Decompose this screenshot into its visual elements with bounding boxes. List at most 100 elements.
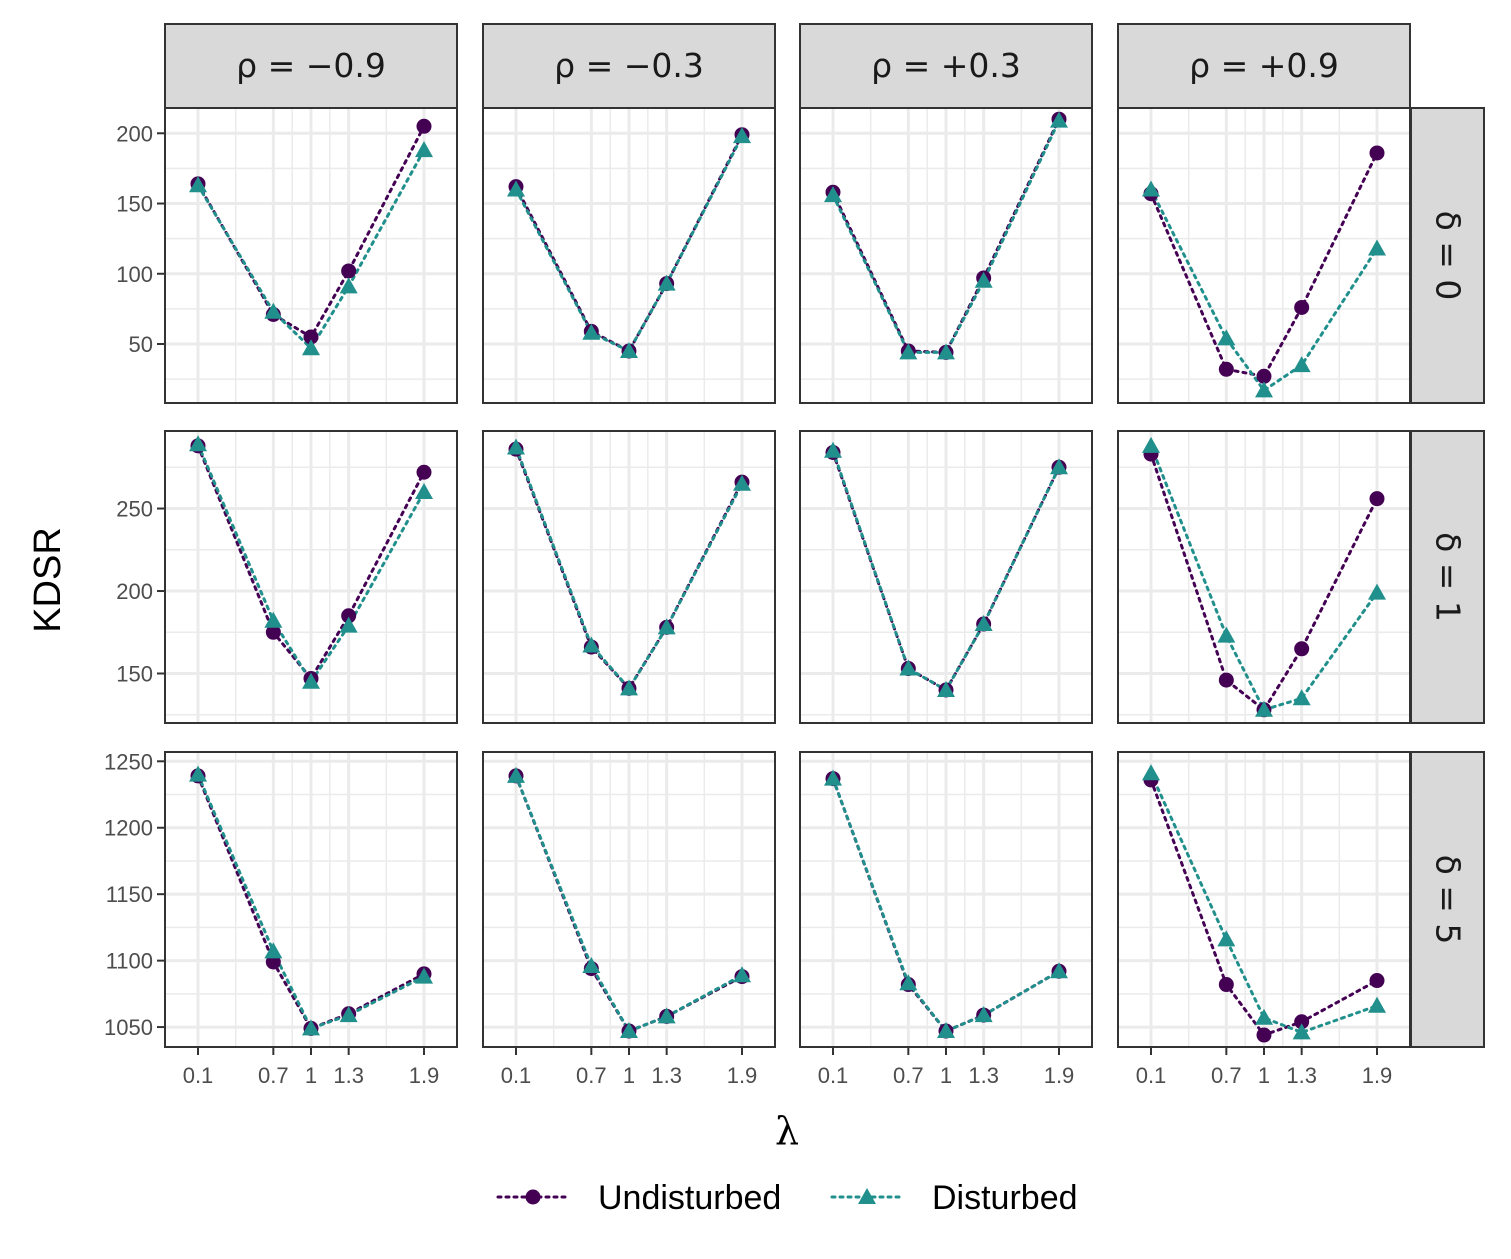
data-point-disturbed [582, 636, 601, 653]
data-point-disturbed [1255, 700, 1273, 717]
data-point-disturbed [1217, 626, 1236, 643]
data-point-undisturbed [1218, 361, 1234, 377]
data-point-undisturbed [1256, 368, 1272, 384]
data-point-disturbed [899, 343, 918, 360]
facet-panel [1117, 430, 1411, 724]
y-tick-label: 150 [116, 192, 153, 217]
x-tick-label: 0.1 [501, 1063, 532, 1088]
data-point-disturbed [899, 659, 918, 676]
panel-border [1117, 107, 1411, 404]
y-tick-label: 1050 [104, 1015, 153, 1040]
facet-strip-label: ρ = +0.9 [1189, 46, 1339, 85]
x-tick-label: 0.1 [183, 1063, 214, 1088]
data-point-undisturbed [416, 118, 432, 134]
facet-panel [482, 430, 776, 724]
facet-strip-top [1117, 23, 1411, 109]
legend: Undisturbed Disturbed [496, 1179, 1078, 1217]
data-point-disturbed [1050, 962, 1068, 979]
x-tick-label: 0.7 [1211, 1063, 1242, 1088]
data-point-disturbed [339, 277, 358, 294]
data-point-disturbed [1368, 239, 1386, 256]
panel-border [799, 430, 1093, 724]
data-point-disturbed [1050, 111, 1068, 128]
facet-panel [799, 430, 1093, 724]
facet-panel [799, 107, 1093, 404]
facet-strip-top [482, 23, 776, 109]
data-point-disturbed [302, 1019, 320, 1036]
data-point-disturbed [507, 766, 525, 783]
data-point-disturbed [1142, 180, 1160, 197]
panel-border [482, 430, 776, 724]
data-point-disturbed [582, 956, 601, 973]
series-line-undisturbed [1149, 151, 1379, 378]
y-tick-label: 1100 [106, 949, 153, 974]
x-tick-label: 1 [1258, 1063, 1270, 1088]
data-point-disturbed [733, 127, 751, 144]
facet-strip-label: δ = 1 [1429, 532, 1468, 622]
legend-key-triangle [858, 1188, 876, 1204]
data-point-disturbed [974, 1006, 993, 1023]
data-point-disturbed [824, 186, 842, 203]
data-point-disturbed [189, 765, 207, 782]
data-point-undisturbed [1369, 973, 1385, 989]
data-point-undisturbed [1218, 977, 1234, 993]
x-tick-label: 1 [305, 1063, 317, 1088]
data-point-disturbed [937, 1022, 955, 1039]
data-point-undisturbed [1218, 672, 1234, 688]
legend-label: Disturbed [932, 1179, 1078, 1217]
data-point-disturbed [824, 769, 842, 786]
x-tick-label: 0.1 [1136, 1063, 1167, 1088]
data-point-disturbed [974, 271, 993, 288]
facet-strip-label: δ = 0 [1429, 211, 1468, 301]
data-point-undisturbed [341, 608, 357, 624]
panel-border [482, 107, 776, 404]
data-point-undisturbed [1294, 1014, 1310, 1030]
series-line-disturbed [196, 773, 426, 1031]
x-tick-label: 1.9 [727, 1063, 758, 1088]
panel-border [799, 107, 1093, 404]
facet-panel [482, 751, 776, 1048]
x-tick-label: 1 [940, 1063, 952, 1088]
facet-panel [799, 751, 1093, 1048]
data-point-disturbed [657, 1007, 676, 1024]
data-point-undisturbed [1294, 299, 1310, 315]
legend-label: Undisturbed [598, 1179, 781, 1217]
x-tick-label: 1.3 [333, 1063, 364, 1088]
data-point-disturbed [620, 679, 638, 696]
data-point-disturbed [582, 323, 601, 340]
data-point-disturbed [657, 618, 676, 635]
data-point-disturbed [620, 342, 638, 359]
facet-strip-top [799, 23, 1093, 109]
y-tick-label: 200 [116, 579, 153, 604]
x-tick-label: 1.9 [409, 1063, 440, 1088]
data-point-disturbed [733, 474, 751, 491]
data-point-disturbed [1217, 930, 1236, 947]
data-point-disturbed [657, 274, 676, 291]
y-tick-label: 1200 [104, 816, 153, 841]
data-point-disturbed [1255, 1008, 1273, 1025]
x-tick-label: 0.7 [893, 1063, 924, 1088]
x-tick-label: 0.1 [818, 1063, 849, 1088]
data-point-disturbed [824, 441, 842, 458]
data-point-disturbed [339, 1006, 358, 1023]
data-point-disturbed [937, 343, 955, 360]
data-point-disturbed [264, 942, 283, 959]
data-point-undisturbed [1294, 641, 1310, 657]
y-tick-label: 1150 [106, 882, 153, 907]
data-point-disturbed [302, 339, 320, 356]
legend-key-circle [525, 1189, 541, 1205]
data-point-disturbed [733, 966, 751, 983]
data-point-undisturbed [341, 263, 357, 279]
data-point-disturbed [1368, 583, 1386, 600]
data-point-undisturbed [1369, 145, 1385, 161]
data-point-disturbed [415, 141, 433, 158]
series-line-disturbed [1149, 771, 1379, 1034]
y-tick-label: 150 [116, 662, 153, 687]
data-point-disturbed [937, 681, 955, 698]
series-line-undisturbed [196, 444, 426, 682]
data-point-disturbed [339, 616, 358, 633]
data-point-disturbed [1142, 764, 1160, 781]
x-tick-label: 1.3 [651, 1063, 682, 1088]
series-line-undisturbed [196, 774, 426, 1031]
